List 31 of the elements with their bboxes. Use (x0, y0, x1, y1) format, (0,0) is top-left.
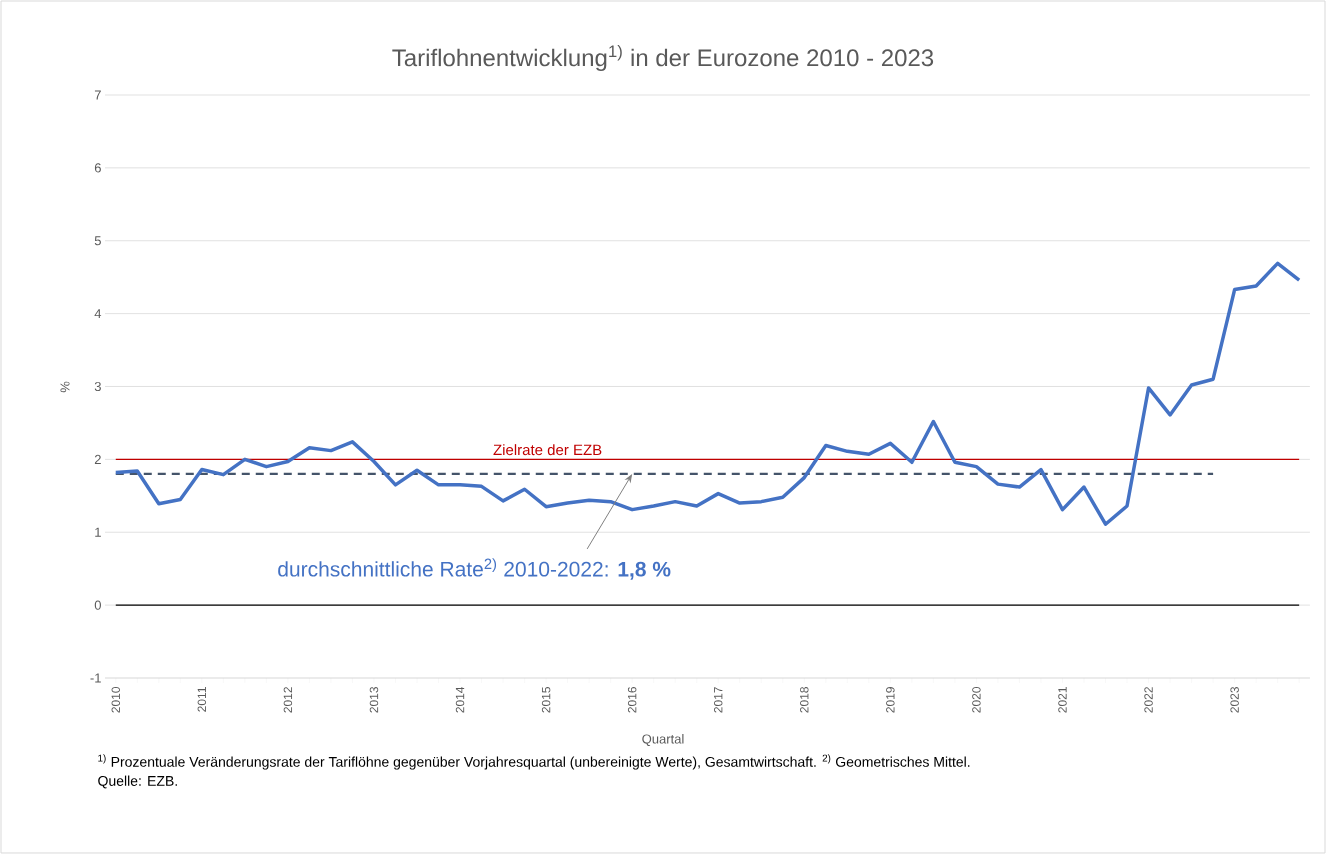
x-tick-label: 2015 (541, 687, 551, 713)
line-series (114, 261, 1301, 526)
x-tick-label: 2020 (972, 686, 981, 713)
x-tick-label: 2021 (1058, 687, 1067, 713)
y-tick-label: 4 (94, 309, 102, 319)
y-tick-label: 6 (94, 163, 101, 173)
y-tick-label: 5 (94, 236, 101, 246)
annotation: durchschnittliche Rate$^{2)}$ 2010-2022: 1,8 % (278, 558, 671, 580)
x-tick-label: 2013 (369, 687, 379, 713)
text: $^{1)}$ Prozentuale Veränderungsrate der Tariflöhne gegenüber Vorjahresquartal (unbereinigte Werte), Gesamtwirtschaft. $^{2)}$ Geometrisches Mittel. (98, 754, 970, 770)
y-tick-label: 0 (94, 600, 101, 610)
x-tick-label: 2022 (1144, 687, 1153, 713)
y-tick-label: 2 (94, 454, 101, 464)
x-tick-label: 2014 (455, 686, 465, 713)
y-tick-label: -1 (90, 673, 101, 683)
x-tick-label: 2012 (283, 687, 293, 713)
x-tick-label: 2019 (886, 687, 895, 713)
y-axis-title: % (60, 381, 70, 393)
x-tick-label: 2010 (111, 686, 121, 713)
x-tick-label: 2018 (800, 687, 809, 713)
y-tick-label: 7 (94, 90, 101, 100)
x-tick-label: 2023 (1230, 687, 1239, 713)
x-tick-label: 2017 (713, 687, 723, 713)
source-note: Quelle: EZB. (98, 775, 177, 789)
x-axis-title: Quartal (642, 734, 684, 746)
ref-line-label: Zielrate der EZB (493, 444, 602, 456)
x-tick-label: 2016 (627, 687, 637, 713)
y-tick-label: 3 (94, 381, 101, 392)
chart-title: Tariflohnentwicklung$^{1)}$ in der Eurozone 2010 - 2023 (392, 44, 934, 72)
y-tick-label: 1 (95, 527, 101, 537)
x-tick-label: 2011 (197, 687, 207, 712)
